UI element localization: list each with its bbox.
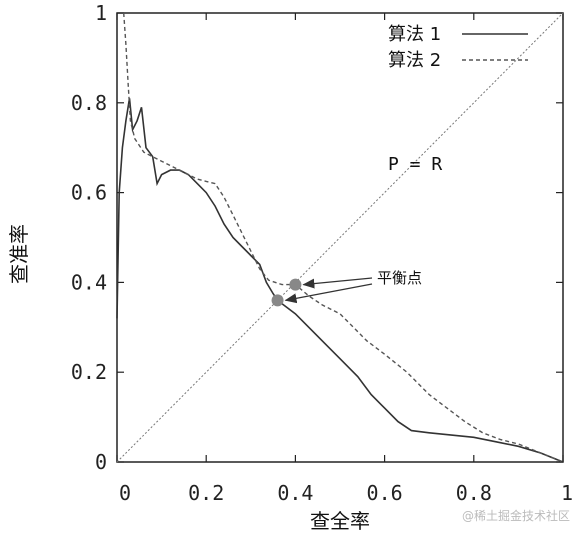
break-even-point-algorithm-2 — [289, 278, 302, 291]
x-tick-label: 0 — [119, 481, 131, 505]
legend-label-algorithm-1: 算法 1 — [388, 24, 441, 45]
break-even-arrow-2 — [284, 283, 373, 304]
x-tick-label: 0.8 — [456, 481, 492, 505]
legend-label-algorithm-2: 算法 2 — [388, 50, 441, 71]
break-even-point-algorithm-1 — [271, 294, 284, 307]
y-tick-label: 0.8 — [71, 91, 107, 115]
y-tick-label: 0.2 — [71, 360, 107, 384]
y-tick-label: 1 — [95, 1, 107, 25]
x-tick-label: 0.4 — [277, 481, 313, 505]
x-axis-title: 查全率 — [310, 509, 370, 533]
x-tick-label: 1 — [561, 481, 573, 505]
y-axis-title: 查准率 — [7, 224, 31, 284]
p-equals-r-label: P = R — [388, 154, 442, 175]
y-axis-ticks: 0 0.2 0.4 0.6 0.8 1 — [71, 1, 563, 474]
y-tick-label: 0.4 — [71, 270, 107, 294]
watermark: @稀土掘金技术社区 — [462, 508, 570, 523]
break-even-label: 平衡点 — [377, 269, 422, 287]
legend: 算法 1 算法 2 — [388, 24, 528, 71]
y-tick-label: 0 — [95, 450, 107, 474]
break-even-arrow-1 — [302, 277, 373, 289]
x-axis-ticks: 0 0.2 0.4 0.6 0.8 1 — [116, 13, 573, 505]
plot-frame — [116, 12, 564, 463]
series-line-algorithm-1 — [116, 98, 564, 463]
x-tick-label: 0.2 — [188, 481, 224, 505]
p-equals-r-line — [116, 12, 564, 463]
y-tick-label: 0.6 — [71, 181, 107, 205]
series-line-algorithm-2 — [123, 12, 564, 463]
x-tick-label: 0.6 — [367, 481, 403, 505]
